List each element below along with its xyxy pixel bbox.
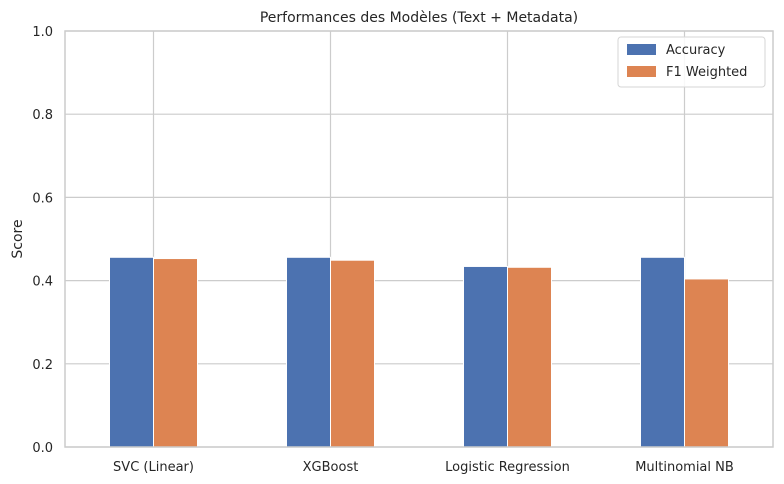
- legend-label: Accuracy: [666, 43, 726, 58]
- y-axis-ticks: 0.0 0.2 0.4 0.6 0.8 1.0: [32, 25, 53, 456]
- bar-f1-weighted: [684, 278, 729, 448]
- y-tick-label: 0.4: [32, 275, 53, 290]
- bar-f1-weighted: [330, 259, 375, 448]
- legend: Accuracy F1 Weighted: [617, 36, 766, 88]
- x-axis-ticks: SVC (Linear) XGBoost Logistic Regression Mu…: [113, 460, 734, 475]
- bar-f1-weighted: [153, 258, 198, 448]
- y-tick-label: 0.8: [32, 108, 53, 123]
- plot-frame: [64, 30, 774, 448]
- bar-accuracy: [463, 265, 508, 448]
- chart-title: Performances des Modèles (Text + Metadat…: [260, 10, 578, 26]
- bars: [109, 256, 729, 448]
- y-axis-label: Score: [10, 219, 26, 258]
- bar-f1-weighted: [507, 266, 552, 448]
- bar-accuracy: [640, 256, 685, 448]
- plot-border: [64, 30, 774, 448]
- legend-label: F1 Weighted: [666, 65, 747, 80]
- x-tick-label: Multinomial NB: [635, 460, 734, 475]
- legend-swatch: [627, 66, 656, 77]
- x-tick-label: XGBoost: [303, 460, 359, 475]
- legend-swatch: [627, 44, 656, 55]
- bar-accuracy: [286, 256, 331, 448]
- bar-accuracy: [109, 256, 154, 448]
- x-tick-label: Logistic Regression: [445, 460, 570, 475]
- y-tick-label: 0.0: [32, 441, 53, 456]
- y-tick-label: 0.2: [32, 358, 53, 373]
- y-tick-label: 1.0: [32, 25, 53, 40]
- x-tick-label: SVC (Linear): [113, 460, 194, 475]
- y-tick-label: 0.6: [32, 191, 53, 206]
